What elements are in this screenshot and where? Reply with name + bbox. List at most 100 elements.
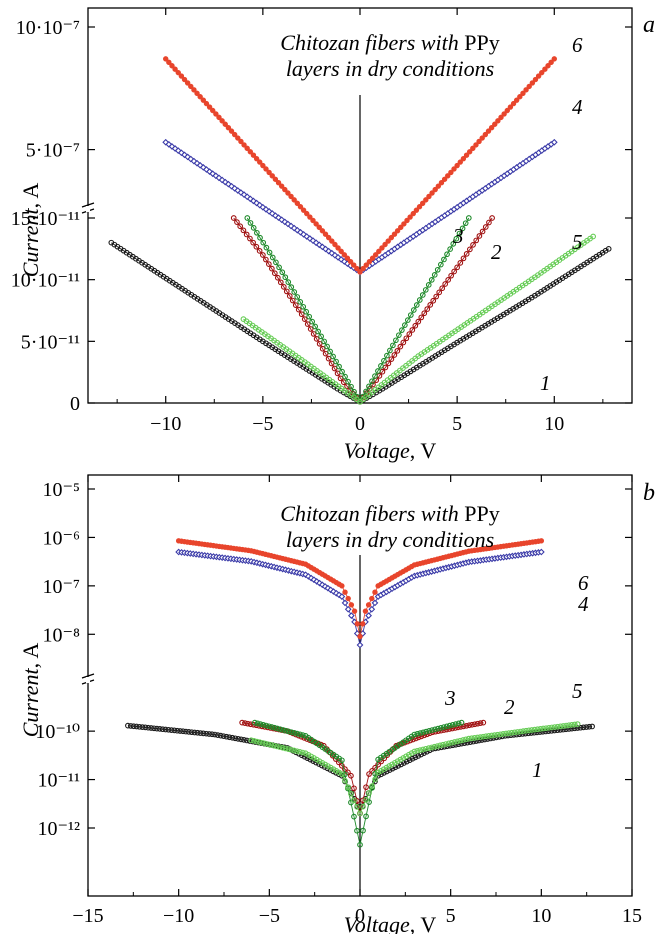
data-point [468, 735, 475, 742]
data-point [504, 107, 510, 114]
data-point [442, 281, 449, 287]
series-5 [240, 233, 596, 405]
data-point [443, 723, 450, 730]
series-2 [239, 719, 487, 817]
data-point [425, 745, 432, 751]
data-point [250, 197, 257, 205]
data-point [580, 724, 587, 731]
data-point [569, 721, 575, 728]
data-point [256, 201, 264, 209]
series-line [242, 722, 484, 814]
data-point [260, 252, 266, 258]
data-point [447, 246, 453, 252]
data-point [333, 358, 339, 365]
data-point [191, 729, 198, 736]
data-point [257, 159, 263, 165]
data-point [303, 233, 311, 240]
curve-label-5: 5 [572, 230, 583, 254]
data-point [310, 576, 318, 584]
data-point [130, 723, 137, 730]
data-point [310, 217, 316, 224]
data-point [421, 310, 428, 317]
data-point [315, 328, 322, 335]
data-point [404, 217, 410, 224]
data-point [498, 114, 504, 121]
data-point [381, 357, 387, 364]
data-point [316, 758, 323, 765]
data-point [190, 157, 198, 165]
annotation-line-1: Chitozan fibers with PPy [280, 30, 499, 55]
data-point [139, 724, 146, 730]
data-point [410, 210, 416, 217]
x-tick-label: −10 [150, 413, 181, 435]
data-point [175, 69, 181, 76]
data-point [188, 729, 195, 736]
data-point [169, 63, 175, 69]
data-point [445, 277, 452, 283]
data-point [339, 757, 345, 764]
data-point [460, 737, 466, 743]
data-point [263, 244, 270, 251]
data-point [319, 345, 326, 352]
data-point [325, 234, 332, 241]
data-point [222, 121, 228, 127]
data-point [577, 724, 584, 731]
data-point [254, 229, 260, 236]
data-point [354, 621, 360, 627]
data-point [485, 733, 492, 739]
data-point [482, 224, 489, 230]
data-point [283, 288, 290, 295]
data-point [450, 241, 457, 247]
data-point [165, 726, 172, 733]
y-tick-label: 10⁻⁷ [42, 576, 80, 598]
data-point [462, 220, 469, 227]
data-point [354, 804, 360, 810]
data-point [363, 262, 369, 268]
data-point [369, 783, 375, 789]
data-point [188, 83, 194, 90]
data-point [316, 340, 323, 347]
data-point [520, 90, 526, 96]
data-point [330, 353, 336, 360]
data-point [348, 612, 355, 619]
data-point [125, 722, 131, 729]
curve-label-4: 4 [578, 592, 589, 616]
data-point [248, 737, 255, 744]
data-point [539, 69, 545, 76]
data-point [253, 243, 260, 250]
data-point [335, 245, 341, 251]
data-point [344, 605, 352, 613]
data-point [408, 750, 415, 756]
data-point [486, 219, 492, 226]
data-point [479, 737, 485, 743]
data-point [212, 731, 218, 738]
data-point [351, 785, 357, 792]
data-point [299, 749, 306, 756]
data-point [197, 94, 203, 100]
data-point [557, 723, 564, 730]
data-point [444, 251, 450, 258]
data-point [338, 248, 344, 255]
data-point [391, 231, 398, 237]
data-point [385, 360, 392, 367]
data-point [548, 724, 555, 731]
data-point [497, 731, 504, 738]
data-point [260, 162, 266, 169]
data-point [401, 322, 408, 328]
x-tick-label: −5 [259, 905, 280, 927]
curve-label-3: 3 [444, 686, 456, 710]
data-point [411, 748, 418, 755]
data-point [185, 729, 192, 735]
data-point [357, 633, 363, 640]
data-point [372, 373, 378, 380]
data-point [297, 299, 304, 305]
x-tick-label: 0 [355, 905, 365, 927]
data-point [465, 215, 472, 221]
data-point [285, 728, 292, 735]
data-point [325, 355, 332, 362]
data-point [406, 331, 413, 337]
data-point [466, 722, 473, 729]
data-point [133, 723, 140, 730]
data-point [396, 332, 402, 339]
curve-label-6: 6 [578, 571, 589, 595]
